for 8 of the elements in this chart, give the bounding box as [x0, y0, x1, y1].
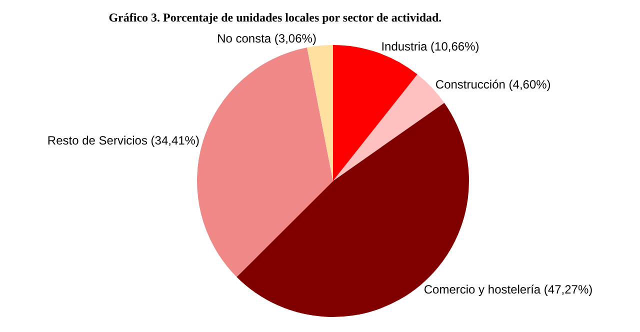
slice-label: Industria (10,66%)	[381, 39, 480, 54]
slice-label: Comercio y hostelería (47,27%)	[424, 282, 593, 296]
chart-title: Gráfico 3. Porcentaje de unidades locales por sector de actividad.	[108, 10, 442, 25]
slice-label: Resto de Servicios (34,41%)	[47, 134, 200, 148]
pie-slice	[197, 48, 333, 277]
slice-label: Construcción (4,60%)	[435, 77, 551, 92]
pie-slice	[307, 45, 333, 181]
slice-label: No consta (3,06%)	[217, 32, 316, 46]
